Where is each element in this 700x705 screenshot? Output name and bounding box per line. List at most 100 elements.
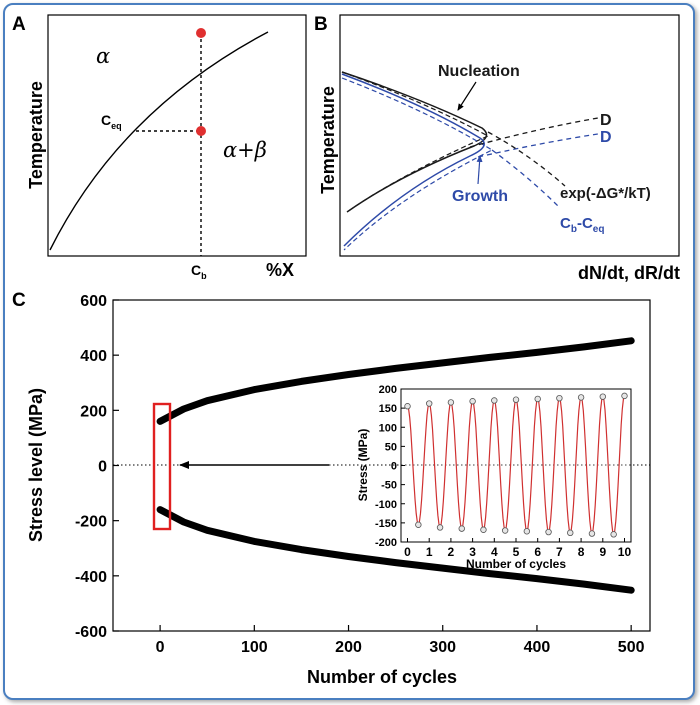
inset-x-tick-label: 6 <box>534 545 541 559</box>
inset-y-tick-label: 100 <box>379 422 397 434</box>
main-x-tick-label: 300 <box>429 639 456 656</box>
main-y-tick-label: 400 <box>80 348 107 365</box>
main-x-tick-label: 500 <box>618 639 645 656</box>
inset-peak-point <box>556 394 563 402</box>
inset-y-tick-label: -100 <box>375 499 397 511</box>
growth-curve <box>341 73 485 247</box>
diffusivity-d-blue-line <box>477 133 599 158</box>
main-y-tick-label: 0 <box>98 459 107 476</box>
inset-y-tick-label: -50 <box>381 480 397 492</box>
solvus-curve <box>49 31 269 251</box>
inset-peak-point <box>523 528 531 535</box>
inset-y-tick-label: 150 <box>379 403 397 415</box>
inset-ylabel: Stress (MPa) <box>356 429 370 502</box>
alpha-region-label: α <box>96 44 110 68</box>
exp-term-label: exp(-ΔG*/kT) <box>560 185 651 202</box>
inset-x-tick-label: 1 <box>426 545 433 559</box>
d-black-label: D <box>600 112 612 129</box>
inset-x-tick-label: 4 <box>491 545 498 559</box>
inset-x-tick-label: 5 <box>513 545 520 559</box>
inset-y-tick-label: -150 <box>375 518 397 530</box>
main-x-tick-label: 100 <box>241 639 268 656</box>
panel-b-letter: B <box>314 14 328 35</box>
exp-term-line <box>487 131 566 187</box>
main-y-tick-label: -200 <box>75 514 107 531</box>
growth-label: Growth <box>452 188 508 205</box>
inset-peak-point <box>501 527 509 534</box>
inset-y-tick-label: 0 <box>391 461 397 473</box>
cb-ceq-line <box>491 149 561 209</box>
inset-peak-point <box>404 403 411 410</box>
inset-peak-point <box>588 530 596 537</box>
inset-series-group <box>404 392 628 538</box>
diffusivity-d-black-line <box>469 117 599 148</box>
main-y-tick-label: 600 <box>80 293 107 310</box>
panel-c: C Stress level (MPa) Number of cycles 0 1… <box>12 290 651 687</box>
panel-a: A Temperature α α+β Ceq Cb %X <box>12 14 307 281</box>
inset-peak-point <box>447 399 455 406</box>
inset-peak-point <box>567 529 574 537</box>
solvus-state-point <box>196 126 206 136</box>
inset-peak-point <box>512 396 520 403</box>
inset-peak-point <box>426 400 433 407</box>
inset-peak-point <box>599 393 606 400</box>
inset-x-tick-label: 2 <box>448 545 455 559</box>
main-y-tick-label: 200 <box>80 403 107 420</box>
main-series-group <box>156 337 635 594</box>
main-x-tick-label: 400 <box>524 639 551 656</box>
inset-x-tick-label: 7 <box>556 545 563 559</box>
main-x-tick-label: 200 <box>335 639 362 656</box>
inset-y-tick-label: 50 <box>385 441 397 453</box>
inset-peak-point <box>436 524 444 531</box>
panel-a-letter: A <box>12 14 26 35</box>
panel-b: B Temperature Nucleation Growth D D exp(… <box>314 14 680 283</box>
growth-arrow <box>476 155 483 185</box>
nucleation-arrow <box>457 81 477 111</box>
zoom-highlight-box <box>152 402 172 531</box>
inset-y-tick-label: -200 <box>375 537 397 549</box>
main-series-line-upper <box>156 337 635 425</box>
main-y-tick-label: -400 <box>75 569 107 586</box>
ceq-label: Ceq <box>101 112 122 131</box>
panel-b-xlabel: dN/dt, dR/dt <box>578 263 680 283</box>
alpha-beta-region-label: α+β <box>223 138 267 162</box>
inset-axis-ticks: 0 1 2 3 4 5 6 7 8 9 10 -200 -150 -100 -50 0 50 100 150 200 <box>375 384 632 559</box>
cb-label: Cb <box>191 262 207 281</box>
inset-x-tick-label: 8 <box>578 545 585 559</box>
inset-peak-point <box>610 531 617 538</box>
inset-peak-point <box>545 528 552 536</box>
inset-plot-frame <box>400 388 632 543</box>
panel-b-ylabel: Temperature <box>318 86 338 194</box>
main-x-tick-label: 0 <box>156 639 165 656</box>
nucleation-dashed-curve <box>341 71 490 213</box>
d-blue-label: D <box>600 129 612 146</box>
nucleation-label: Nucleation <box>438 63 520 80</box>
inset-x-tick-label: 9 <box>599 545 606 559</box>
main-ylabel: Stress level (MPa) <box>26 388 46 542</box>
inset-y-tick-label: 200 <box>379 384 397 396</box>
panel-a-ylabel: Temperature <box>26 81 46 189</box>
cb-ceq-label: Cb-Ceq <box>560 215 604 235</box>
growth-dashed-curve <box>341 77 494 251</box>
panel-c-letter: C <box>12 290 26 311</box>
panel-a-xlabel: %X <box>266 260 294 280</box>
inset-xlabel: Number of cycles <box>466 557 566 571</box>
upper-state-point <box>196 28 206 38</box>
inset-peak-point <box>480 526 487 533</box>
inset-x-tick-label: 0 <box>404 545 411 559</box>
main-xlabel: Number of cycles <box>307 667 457 687</box>
panel-b-frame <box>339 14 680 257</box>
main-series-line-lower <box>156 506 635 594</box>
inset-peak-point <box>458 525 465 532</box>
inset-peak-point <box>491 397 498 404</box>
inset-peak-point <box>469 398 476 405</box>
inset-peak-point <box>415 521 422 528</box>
main-y-tick-label: -600 <box>75 624 107 641</box>
inset-peak-point <box>577 394 585 401</box>
inset-x-tick-label: 3 <box>469 545 476 559</box>
inset-peak-point <box>621 392 628 400</box>
inset-x-tick-label: 10 <box>618 545 632 559</box>
panel-a-frame <box>47 14 307 257</box>
